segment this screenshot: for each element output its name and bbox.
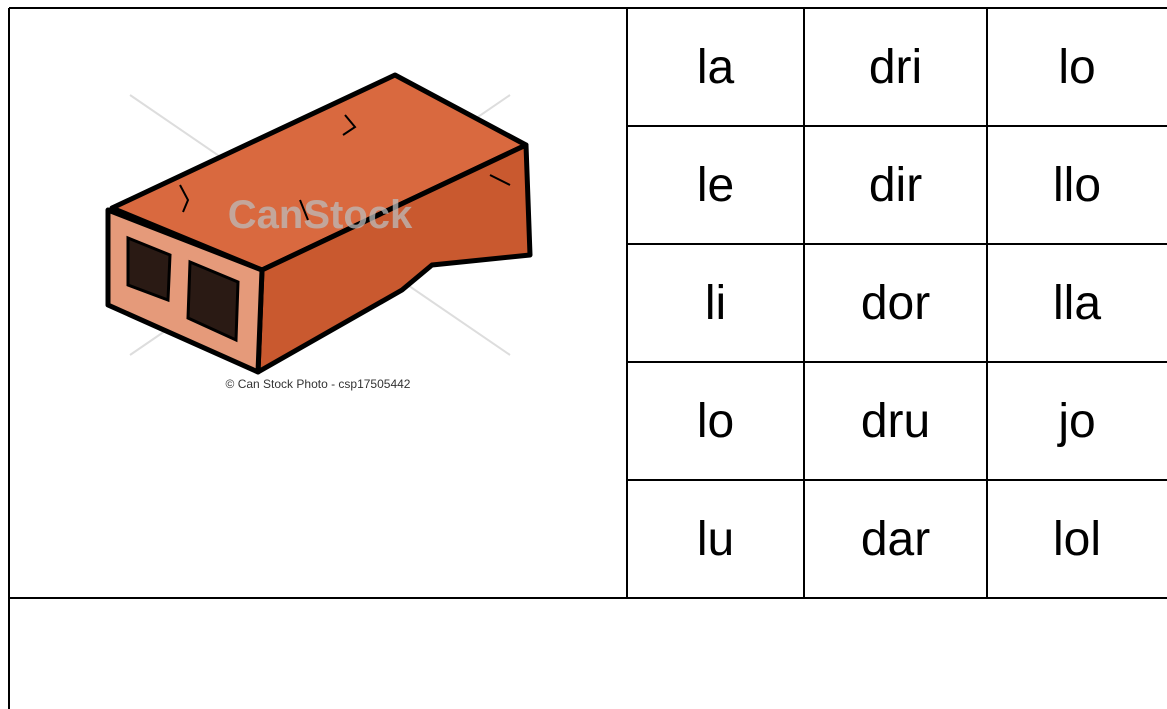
syllable-cell: jo: [1058, 394, 1096, 448]
table-borders: [8, 7, 1167, 709]
watermark: CanStock: [228, 193, 413, 237]
syllable-cell: dri: [868, 40, 923, 94]
image-caption: © Can Stock Photo - csp17505442: [226, 377, 411, 391]
syllable-cell: lu: [696, 512, 735, 566]
syllable-cell: lol: [1052, 512, 1102, 566]
brick-illustration: CanStock © Can Stock Photo - csp17505442: [105, 72, 533, 391]
syllable-cell: li: [704, 276, 727, 330]
syllable-cell: dru: [860, 394, 931, 448]
syllable-cell: lo: [1058, 40, 1096, 94]
syllable-cell: dir: [868, 158, 923, 212]
syllable-cell: lo: [696, 394, 735, 448]
syllable-cell: llo: [1052, 158, 1102, 212]
syllable-cell: le: [696, 158, 735, 212]
syllable-cell: dor: [860, 276, 931, 330]
syllable-cell: lla: [1052, 276, 1102, 330]
syllable-cell: dar: [860, 512, 931, 566]
syllable-cell: la: [696, 40, 735, 94]
